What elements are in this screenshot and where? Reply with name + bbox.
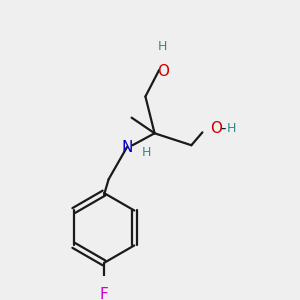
Text: N: N bbox=[121, 140, 133, 154]
Text: O: O bbox=[157, 64, 169, 79]
Text: H: H bbox=[226, 122, 236, 135]
Text: F: F bbox=[100, 287, 108, 300]
Text: O: O bbox=[210, 121, 222, 136]
Text: H: H bbox=[158, 40, 168, 53]
Text: -: - bbox=[220, 121, 225, 136]
Text: H: H bbox=[142, 146, 151, 159]
